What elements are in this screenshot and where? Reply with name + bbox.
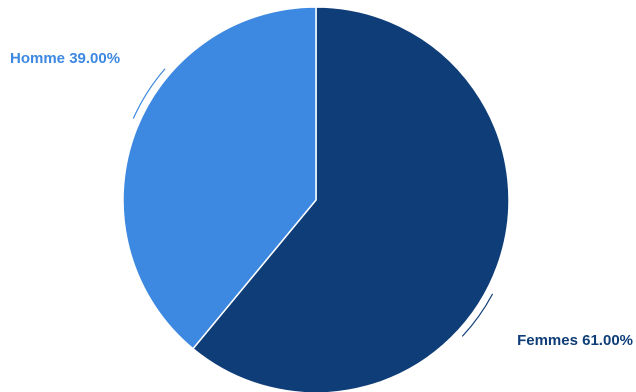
slice-label-femmes-percent: 61.00% [582, 332, 633, 349]
leader-arc-homme [132, 68, 166, 119]
pie-slices [122, 6, 510, 392]
slice-label-femmes-name: Femmes [517, 332, 578, 349]
slice-label-homme: Homme 39.00% [10, 50, 120, 67]
leader-arc-femmes [461, 293, 494, 337]
slice-label-homme-name: Homme [10, 50, 65, 67]
label-leaders [132, 68, 494, 337]
slice-label-homme-percent: 39.00% [69, 50, 120, 67]
slice-label-femmes: Femmes 61.00% [517, 332, 633, 349]
pie-slice-femmes [191, 6, 510, 392]
pie-slice-homme [122, 6, 317, 350]
